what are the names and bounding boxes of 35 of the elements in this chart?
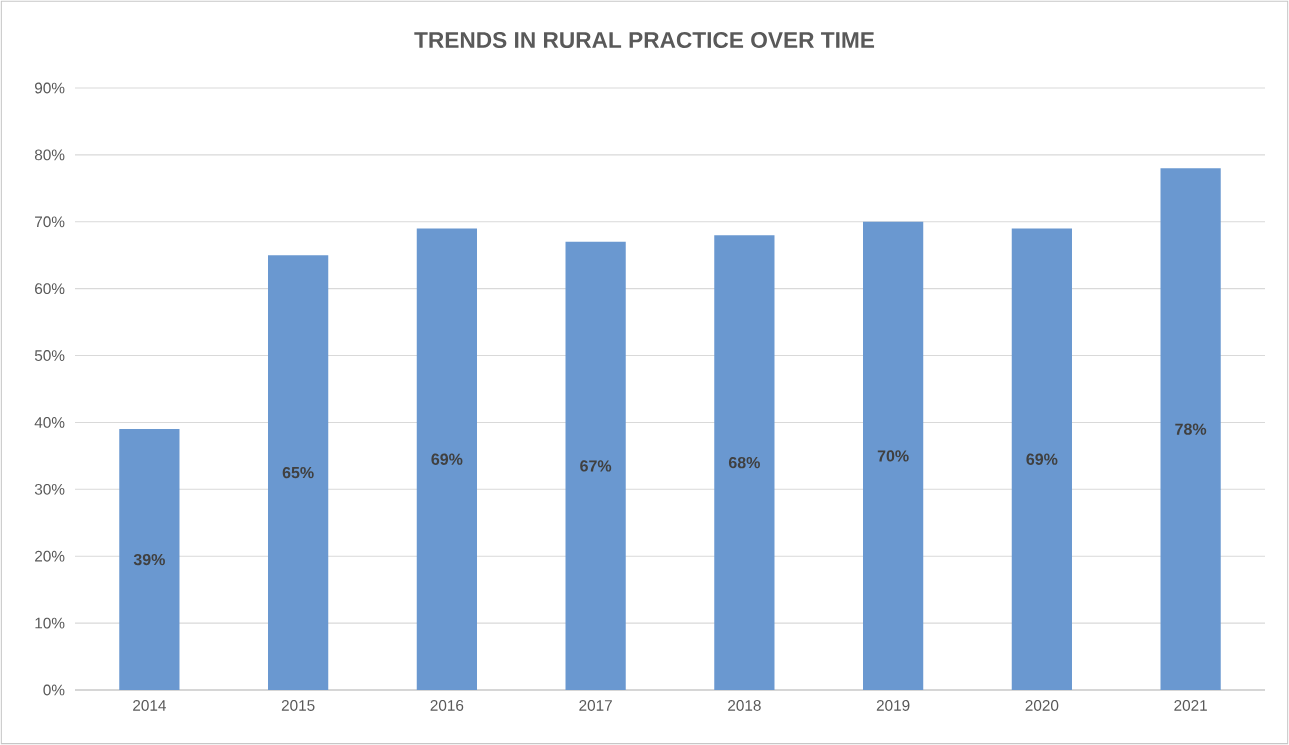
y-tick-label: 40% xyxy=(34,417,65,428)
data-label: 65% xyxy=(282,466,314,479)
data-label: 39% xyxy=(133,553,165,566)
y-tick-label: 50% xyxy=(34,350,65,361)
x-tick-label: 2017 xyxy=(579,700,612,711)
x-tick-label: 2015 xyxy=(281,700,315,711)
data-label: 69% xyxy=(431,453,463,465)
x-tick-label: 2018 xyxy=(728,700,761,711)
bar xyxy=(565,241,626,690)
y-tick-label: 10% xyxy=(35,617,65,629)
data-label: 68% xyxy=(728,456,760,469)
bar xyxy=(1011,228,1072,690)
y-tick-label: 90% xyxy=(34,82,65,94)
y-tick-label: 20% xyxy=(35,550,65,562)
bar xyxy=(1160,168,1221,690)
chart-title: TRENDS IN RURAL PRACTICE OVER TIME xyxy=(414,31,875,49)
bar xyxy=(863,221,924,690)
bar xyxy=(416,228,477,690)
x-tick-label: 2020 xyxy=(1025,700,1059,711)
x-tick-label: 2016 xyxy=(430,700,464,711)
bar xyxy=(268,255,329,690)
data-label: 69% xyxy=(1026,453,1058,465)
y-tick-label: 70% xyxy=(35,216,65,228)
data-label: 70% xyxy=(877,450,909,462)
y-tick-label: 60% xyxy=(35,283,65,295)
x-tick-label: 2019 xyxy=(876,700,910,711)
x-tick-label: 2014 xyxy=(133,700,166,711)
y-tick-label: 80% xyxy=(34,149,65,161)
bar xyxy=(714,235,775,690)
y-tick-label: 30% xyxy=(34,483,65,495)
data-label: 67% xyxy=(580,460,612,472)
bar xyxy=(119,429,180,690)
y-tick-label: 0% xyxy=(43,684,65,696)
data-label: 78% xyxy=(1175,423,1207,435)
x-tick-label: 2021 xyxy=(1174,700,1207,711)
